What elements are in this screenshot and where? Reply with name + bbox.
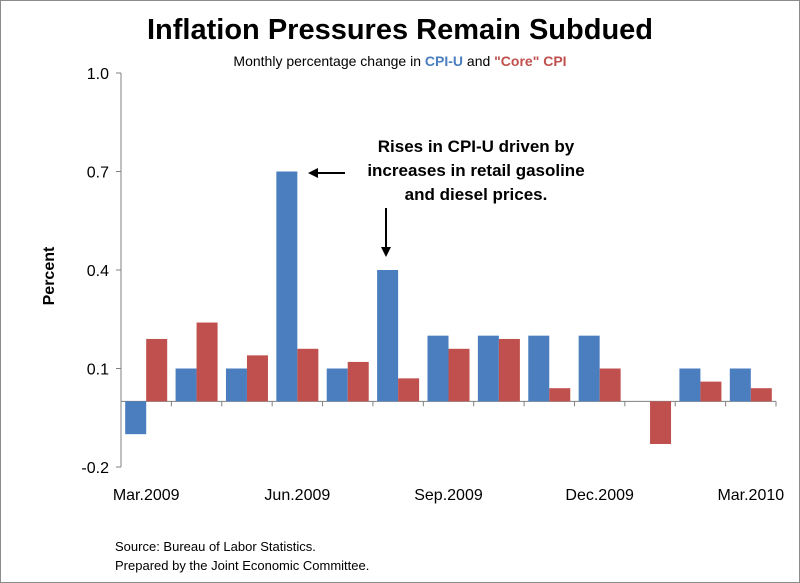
core-cpi-bar bbox=[599, 368, 621, 402]
y-tick-label: 0.7 bbox=[87, 165, 109, 182]
cpi-u-bar bbox=[125, 401, 147, 435]
core-cpi-bar bbox=[448, 348, 470, 402]
subtitle-cpi-u: CPI-U bbox=[424, 53, 464, 69]
core-cpi-bar bbox=[700, 381, 722, 402]
core-cpi-bar bbox=[398, 378, 420, 402]
core-cpi-bar bbox=[650, 401, 672, 445]
x-tick-label: Mar.2009 bbox=[113, 487, 180, 504]
core-cpi-bar bbox=[246, 355, 268, 402]
core-cpi-bar bbox=[347, 361, 369, 402]
y-tick-label: 1.0 bbox=[87, 66, 109, 83]
cpi-u-bar bbox=[679, 368, 701, 402]
core-cpi-bar bbox=[196, 322, 218, 402]
cpi-u-bar bbox=[377, 270, 399, 402]
x-tick-label: Sep.2009 bbox=[414, 487, 483, 504]
annotation-text: Rises in CPI-U driven by increases in re… bbox=[326, 135, 626, 207]
x-tick-label: Dec.2009 bbox=[565, 487, 634, 504]
cpi-u-bar bbox=[225, 368, 247, 402]
core-cpi-bar bbox=[297, 348, 319, 402]
core-cpi-bar bbox=[549, 388, 571, 402]
cpi-u-bar bbox=[528, 335, 550, 402]
source-line-1: Source: Bureau of Labor Statistics. bbox=[115, 539, 316, 554]
cpi-u-bar bbox=[175, 368, 197, 402]
core-cpi-bar bbox=[498, 338, 520, 402]
cpi-u-bar bbox=[427, 335, 449, 402]
y-tick-label: -0.2 bbox=[81, 460, 109, 477]
x-tick-label: Jun.2009 bbox=[264, 487, 330, 504]
annotation-line-3: and diesel prices. bbox=[404, 185, 548, 204]
chart-subtitle: Monthly percentage change in CPI-U and "… bbox=[0, 53, 800, 69]
core-cpi-bar bbox=[750, 388, 772, 402]
source-line-2: Prepared by the Joint Economic Committee… bbox=[115, 558, 370, 573]
cpi-u-bar bbox=[729, 368, 751, 402]
subtitle-mid: and bbox=[463, 53, 495, 69]
y-tick-label: 0.4 bbox=[87, 263, 109, 280]
cpi-u-bar bbox=[477, 335, 499, 402]
y-tick-label: 0.1 bbox=[87, 362, 109, 379]
cpi-u-bar bbox=[276, 171, 298, 402]
chart-title: Inflation Pressures Remain Subdued bbox=[147, 14, 653, 46]
subtitle-prefix: Monthly percentage change in bbox=[233, 53, 425, 69]
x-tick-label: Mar.2010 bbox=[717, 487, 784, 504]
cpi-u-bar bbox=[578, 335, 600, 402]
annotation-line-1: Rises in CPI-U driven by bbox=[377, 137, 575, 156]
core-cpi-bar bbox=[146, 338, 168, 402]
source-note: Source: Bureau of Labor Statistics. Prep… bbox=[115, 537, 369, 575]
subtitle-core-cpi: "Core" CPI bbox=[494, 53, 567, 69]
annotation-line-2: increases in retail gasoline bbox=[367, 161, 585, 180]
cpi-u-bar bbox=[326, 368, 348, 402]
